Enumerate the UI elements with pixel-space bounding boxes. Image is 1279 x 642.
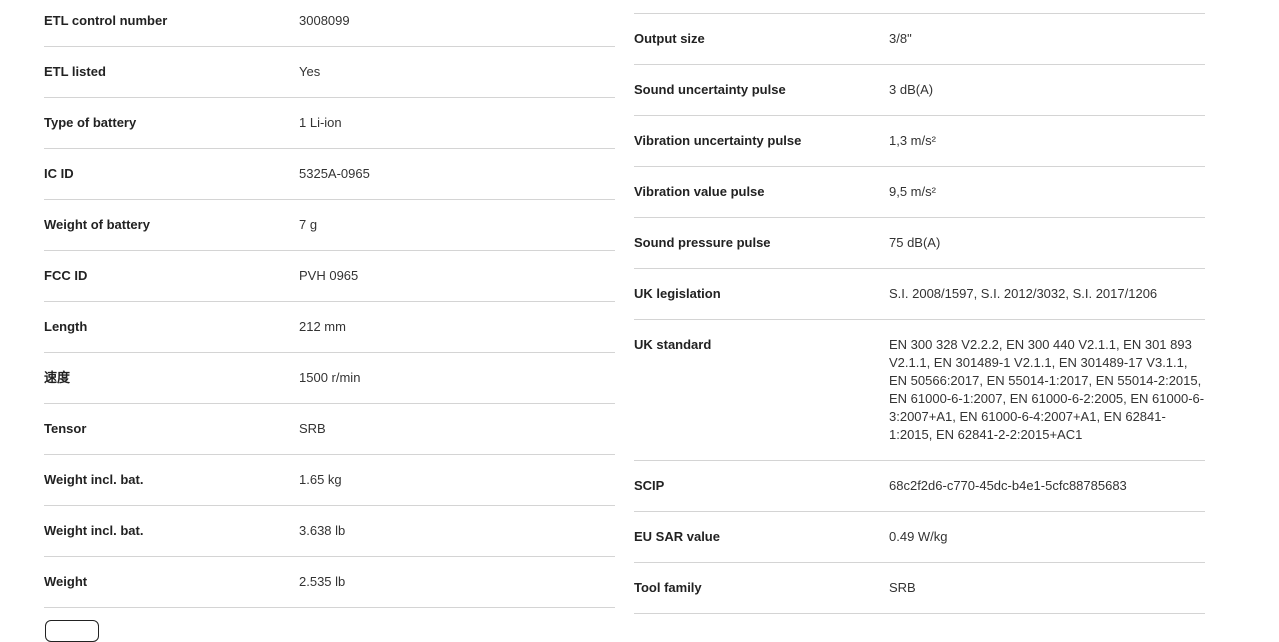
spec-label: Sound pressure pulse: [634, 235, 771, 250]
spec-label: Length: [44, 319, 88, 334]
spec-row: Vibration value pulse 9,5 m/s²: [634, 167, 1205, 218]
spec-value: EN 300 328 V2.2.2, EN 300 440 V2.1.1, EN…: [889, 337, 1205, 442]
spec-value: 7 g: [299, 217, 318, 232]
spec-row: Vibration uncertainty pulse 1,3 m/s²: [634, 116, 1205, 167]
spec-row: Weight 2.535 lb: [44, 557, 615, 608]
spec-row: ETL control number 3008099: [44, 0, 615, 47]
spec-value: 1,3 m/s²: [889, 133, 936, 148]
spec-value: 68c2f2d6-c770-45dc-b4e1-5cfc88785683: [889, 478, 1127, 493]
spec-row: Output size 3/8": [634, 14, 1205, 65]
spec-table-right: Output size 3/8" Sound uncertainty pulse 3 …: [634, 13, 1205, 614]
spec-label: SCIP: [634, 478, 665, 493]
spec-label: Vibration uncertainty pulse: [634, 133, 802, 148]
spec-row: ETL listed Yes: [44, 47, 615, 98]
spec-value: 212 mm: [299, 319, 346, 334]
spec-label: ETL control number: [44, 13, 168, 28]
spec-label: Type of battery: [44, 115, 137, 130]
spec-row: IC ID 5325A-0965: [44, 149, 615, 200]
spec-row: UK standard EN 300 328 V2.2.2, EN 300 440…: [634, 320, 1205, 461]
spec-label: UK standard: [634, 337, 712, 352]
spec-value: 5325A-0965: [299, 166, 370, 181]
spec-label: Weight of battery: [44, 217, 150, 232]
spec-row: Sound uncertainty pulse 3 dB(A): [634, 65, 1205, 116]
spec-label: IC ID: [44, 166, 74, 181]
spec-row: Type of battery 1 Li-ion: [44, 98, 615, 149]
spec-label: ETL listed: [44, 64, 106, 79]
spec-value: 1500 r/min: [299, 370, 361, 385]
spec-row: UK legislation S.I. 2008/1597, S.I. 2012/…: [634, 269, 1205, 320]
spec-row: Sound pressure pulse 75 dB(A): [634, 218, 1205, 269]
spec-label: 速度: [44, 370, 71, 385]
spec-value: 1 Li-ion: [299, 115, 342, 130]
spec-label: Output size: [634, 31, 705, 46]
spec-label: EU SAR value: [634, 529, 720, 544]
spec-row: Weight incl. bat. 1.65 kg: [44, 455, 615, 506]
spec-row: EU SAR value 0.49 W/kg: [634, 512, 1205, 563]
spec-label: UK legislation: [634, 286, 721, 301]
spec-row: Length 212 mm: [44, 302, 615, 353]
spec-row: SCIP 68c2f2d6-c770-45dc-b4e1-5cfc88785683: [634, 461, 1205, 512]
spec-value: PVH 0965: [299, 268, 359, 283]
spec-value: 2.535 lb: [299, 574, 346, 589]
spec-value: 3008099: [299, 13, 350, 28]
spec-row: Weight incl. bat. 3.638 lb: [44, 506, 615, 557]
spec-value: 9,5 m/s²: [889, 184, 936, 199]
spec-value: 3/8": [889, 31, 912, 46]
spec-label: FCC ID: [44, 268, 88, 283]
spec-table-left: ETL control number 3008099 ETL listed Yes Ty…: [44, 0, 615, 608]
spec-label: Vibration value pulse: [634, 184, 765, 199]
spec-label: Tool family: [634, 580, 702, 595]
spec-value: 0.49 W/kg: [889, 529, 948, 544]
spec-value: SRB: [889, 580, 916, 595]
spec-row: Weight of battery 7 g: [44, 200, 615, 251]
spec-value: SRB: [299, 421, 326, 436]
spec-value: 3.638 lb: [299, 523, 346, 538]
spec-value: 1.65 kg: [299, 472, 342, 487]
spec-value: 3 dB(A): [889, 82, 934, 97]
spec-row: FCC ID PVH 0965: [44, 251, 615, 302]
spec-label: Sound uncertainty pulse: [634, 82, 786, 97]
spec-label: Weight incl. bat.: [44, 472, 144, 487]
spec-row: Tool family SRB: [634, 563, 1205, 614]
spec-value: 75 dB(A): [889, 235, 941, 250]
spec-label: Tensor: [44, 421, 87, 436]
spec-value: Yes: [299, 64, 321, 79]
spec-label: Weight incl. bat.: [44, 523, 144, 538]
spec-row: 速度 1500 r/min: [44, 353, 615, 404]
show-more-button[interactable]: [45, 620, 99, 642]
spec-label: Weight: [44, 574, 88, 589]
spec-row: Tensor SRB: [44, 404, 615, 455]
spec-value: S.I. 2008/1597, S.I. 2012/3032, S.I. 201…: [889, 286, 1158, 301]
